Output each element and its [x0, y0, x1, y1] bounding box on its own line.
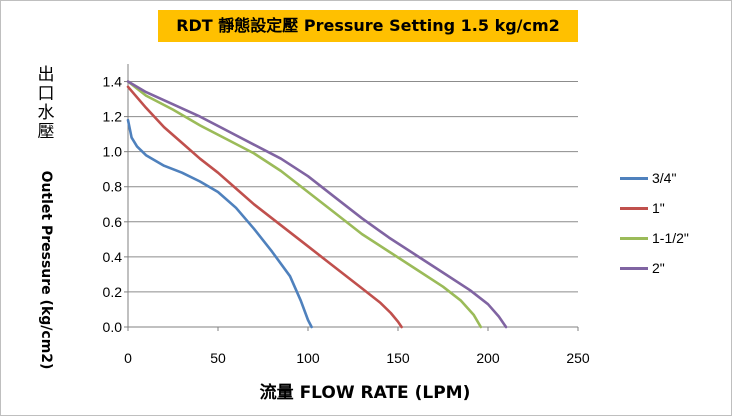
- x-tick-label: 250: [566, 350, 590, 366]
- legend-label: 1": [652, 200, 665, 216]
- legend-item: 1": [620, 198, 720, 228]
- series-line-1: [126, 118, 313, 329]
- series-line-2: [126, 85, 403, 329]
- y-tick-label: 1.2: [103, 109, 123, 125]
- y-tick-label: 1.0: [103, 144, 123, 160]
- x-tick-label: 50: [210, 350, 226, 366]
- legend-item: 1-1/2": [620, 228, 720, 258]
- x-tick-label: 150: [386, 350, 410, 366]
- x-tick-label: 200: [476, 350, 500, 366]
- legend: 3/4" 1" 1-1/2" 2": [620, 168, 720, 288]
- legend-item: 2": [620, 258, 720, 288]
- y-axis-label-chinese: 出 口 水 壓: [37, 65, 55, 142]
- legend-item: 3/4": [620, 168, 720, 198]
- legend-swatch: [620, 177, 648, 180]
- x-tick-label: 100: [296, 350, 320, 366]
- y-tick-label: 1.4: [103, 74, 123, 90]
- legend-label: 2": [652, 260, 665, 276]
- legend-swatch: [620, 237, 648, 240]
- y-tick-label: 0.0: [103, 319, 123, 335]
- series-line-3: [126, 80, 483, 329]
- x-axis-label: 流量 FLOW RATE (LPM): [259, 383, 471, 403]
- y-tick-label: 0.4: [103, 249, 123, 265]
- y-tick-label: 0.2: [103, 284, 123, 300]
- legend-label: 1-1/2": [652, 230, 689, 246]
- series-line-4: [126, 80, 508, 329]
- y-tick-label: 0.8: [103, 179, 123, 195]
- x-tick-label: 0: [124, 350, 132, 366]
- chart-title: RDT 靜態設定壓 Pressure Setting 1.5 kg/cm2: [158, 10, 578, 42]
- y-tick-label: 0.6: [103, 214, 123, 230]
- legend-label: 3/4": [652, 170, 677, 186]
- legend-swatch: [620, 267, 648, 270]
- legend-swatch: [620, 207, 648, 210]
